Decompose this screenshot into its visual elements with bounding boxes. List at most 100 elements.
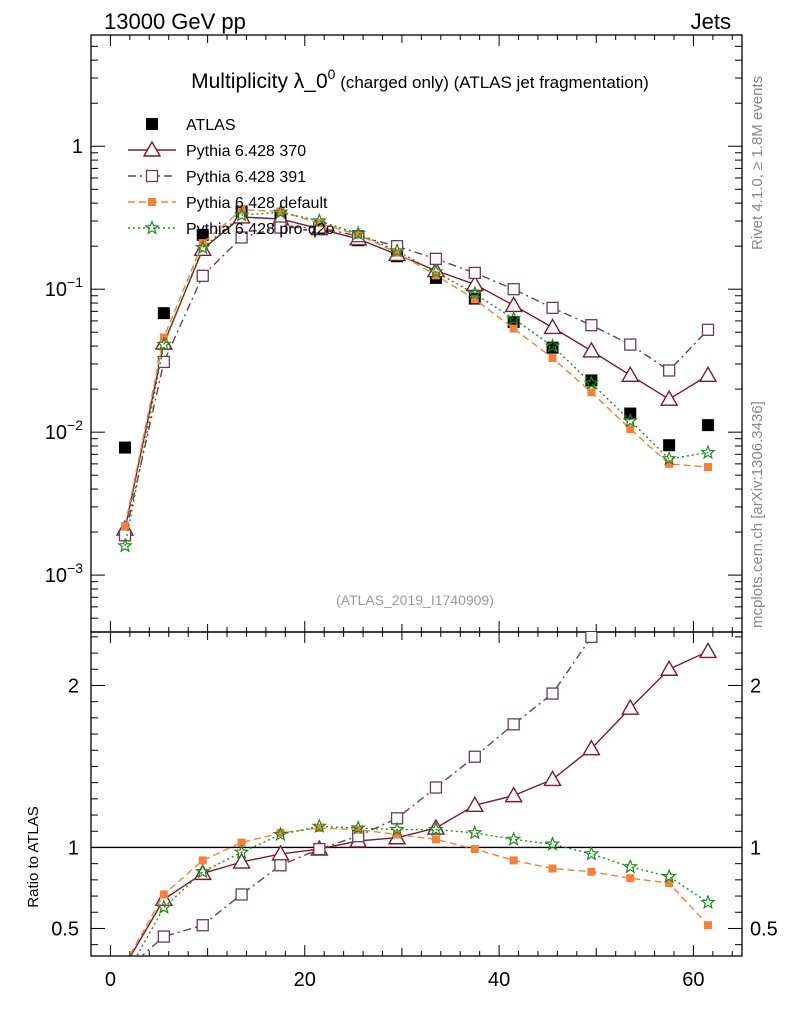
ratio-ylabel: Ratio to ATLAS [25, 806, 42, 907]
legend-item: Pythia 6.428 pro-q2o [128, 219, 335, 238]
ratio-series-2 [121, 824, 712, 968]
ratio-point [548, 864, 557, 873]
ratio-point [665, 879, 674, 888]
ratio-point [468, 750, 481, 763]
y-tick-label: 10−3 [45, 560, 83, 587]
data-point [661, 450, 677, 466]
data-point [504, 296, 523, 313]
y-tick-label: 1 [72, 136, 83, 158]
ratio-point [198, 856, 207, 865]
legend-label: Pythia 6.428 default [186, 195, 328, 212]
data-point [543, 318, 562, 335]
series-line [124, 226, 709, 536]
ratio-point [159, 890, 168, 899]
ratio-point [393, 830, 402, 839]
ratio-point [585, 632, 598, 644]
data-point [703, 463, 712, 472]
data-point [585, 319, 598, 332]
ratio-y-tick-label-right: 0.5 [750, 918, 778, 940]
x-tick-label: 20 [294, 969, 316, 991]
ratio-point [354, 825, 363, 834]
ratio-point [582, 739, 601, 756]
ratio-point [274, 859, 287, 872]
ratio-point [470, 845, 479, 854]
ratio-point [622, 858, 638, 874]
data-point [315, 219, 324, 228]
data-point [467, 285, 483, 301]
data-point [507, 283, 520, 296]
ratio-point [546, 687, 559, 700]
ratio-point [509, 856, 518, 865]
data-point [233, 206, 250, 222]
legend-item: Pythia 6.428 default [128, 195, 328, 212]
ratio-point [117, 958, 133, 972]
data-point [393, 248, 402, 257]
data-point [701, 323, 715, 336]
ratio-line [140, 632, 594, 956]
data-point [196, 269, 209, 282]
ratio-point [350, 819, 366, 835]
data-point [587, 388, 596, 397]
main-plot: 10−3 10−2 10−1 1 [45, 34, 743, 956]
ratio-point [121, 960, 129, 968]
ratio-point [120, 965, 131, 976]
ratio-point [587, 867, 596, 876]
data-point [198, 239, 207, 248]
ratio-point [467, 824, 483, 840]
data-point [665, 459, 674, 468]
data-point [544, 337, 561, 353]
ratio-plot: 0 20 40 60 0.5 0.5 1 1 2 2 [51, 35, 778, 991]
data-point [662, 364, 676, 377]
data-point [583, 375, 600, 390]
ratio-point [544, 836, 561, 851]
data-point [698, 365, 718, 382]
data-point [354, 230, 363, 239]
series-1 [115, 207, 718, 536]
data-point [428, 263, 444, 279]
ratio-point [702, 259, 713, 270]
header-left: 13000 GeV pp [104, 9, 246, 34]
ratio-point [626, 874, 635, 883]
ratio-point [276, 828, 285, 837]
data-point [621, 365, 640, 382]
ratio-point [313, 842, 326, 856]
data-point [505, 310, 522, 326]
data-point [582, 341, 601, 358]
legend-label: ATLAS [186, 117, 236, 134]
ratio-point [703, 921, 712, 930]
ratio-y-tick-label-right: 2 [750, 675, 761, 697]
ratio-series-3 [135, 818, 716, 956]
ratio-point [625, 518, 636, 529]
ratio-point [429, 781, 443, 794]
legend-label: Pythia 6.428 370 [186, 143, 306, 160]
data-point [119, 441, 132, 454]
ratio-point [156, 899, 172, 915]
series-line [124, 211, 709, 547]
ratio-point [196, 919, 209, 932]
x-tick-label: 40 [488, 969, 510, 991]
ratio-line [129, 650, 709, 956]
data-point [117, 537, 133, 553]
ratio-point [505, 831, 522, 846]
side-label-mcplots: mcplots.cern.ch [arXiv:1306.3436] [749, 401, 766, 628]
ratio-point [700, 894, 716, 910]
y-tick-label: 10−1 [45, 274, 83, 301]
data-point [465, 275, 485, 292]
ratio-y-tick-label-right: 1 [750, 837, 761, 859]
y-tick-label: 10−2 [45, 417, 83, 444]
data-point [196, 228, 209, 241]
data-point [389, 242, 405, 258]
legend: ATLAS Pythia 6.428 370 Pythia 6.428 391 Pyt… [128, 117, 335, 238]
data-point [121, 522, 130, 531]
x-tick-label: 0 [105, 969, 116, 991]
ratio-point [311, 818, 328, 834]
data-point [546, 301, 559, 315]
data-point [663, 439, 676, 452]
ratio-point [237, 838, 246, 847]
legend-marker [145, 169, 159, 183]
ratio-point [233, 844, 250, 859]
ratio-point [389, 821, 405, 837]
legend-item: ATLAS [146, 117, 236, 134]
data-point [622, 412, 638, 428]
data-point [429, 252, 443, 266]
